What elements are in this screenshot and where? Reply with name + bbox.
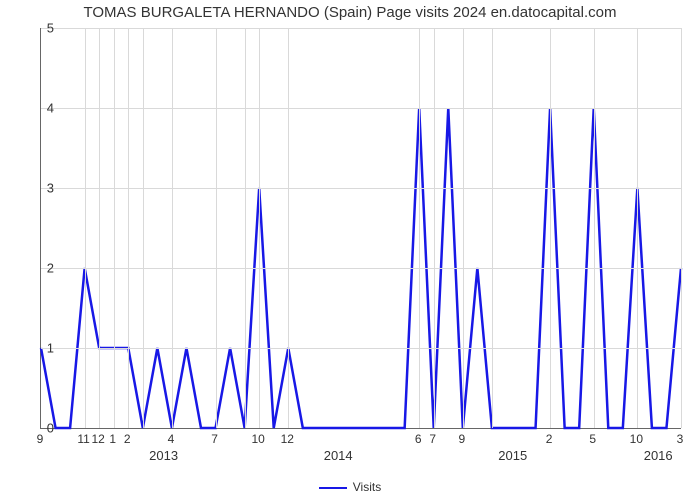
xtick-label: 12 bbox=[91, 432, 104, 446]
year-label: 2014 bbox=[324, 448, 353, 463]
xtick-label: 9 bbox=[458, 432, 465, 446]
xtick-label: 3 bbox=[677, 432, 684, 446]
xtick-label: 7 bbox=[211, 432, 218, 446]
year-label: 2013 bbox=[149, 448, 178, 463]
xtick-label: 2 bbox=[124, 432, 131, 446]
ytick-label: 1 bbox=[24, 341, 54, 356]
xtick-label: 5 bbox=[589, 432, 596, 446]
ytick-label: 3 bbox=[24, 181, 54, 196]
gridline-v bbox=[216, 28, 217, 428]
gridline-v bbox=[419, 28, 420, 428]
xtick-label: 7 bbox=[429, 432, 436, 446]
xtick-label: 2 bbox=[546, 432, 553, 446]
xtick-label: 12 bbox=[281, 432, 294, 446]
gridline-v bbox=[492, 28, 493, 428]
gridline-v bbox=[259, 28, 260, 428]
gridline-v bbox=[85, 28, 86, 428]
gridline-v bbox=[637, 28, 638, 428]
year-label: 2016 bbox=[644, 448, 673, 463]
gridline-h bbox=[41, 108, 681, 109]
xtick-label: 10 bbox=[630, 432, 643, 446]
gridline-v bbox=[681, 28, 682, 428]
xtick-label: 11 bbox=[77, 432, 89, 446]
chart-title: TOMAS BURGALETA HERNANDO (Spain) Page vi… bbox=[0, 4, 700, 21]
gridline-v bbox=[550, 28, 551, 428]
xtick-label: 6 bbox=[415, 432, 422, 446]
gridline-v bbox=[99, 28, 100, 428]
xtick-label: 9 bbox=[37, 432, 44, 446]
gridline-v bbox=[172, 28, 173, 428]
gridline-v bbox=[114, 28, 115, 428]
legend-label: Visits bbox=[353, 480, 381, 494]
xtick-label: 1 bbox=[109, 432, 116, 446]
gridline-v bbox=[594, 28, 595, 428]
year-label: 2015 bbox=[498, 448, 527, 463]
line-series bbox=[41, 28, 681, 428]
gridline-v bbox=[128, 28, 129, 428]
legend-swatch bbox=[319, 487, 347, 489]
gridline-h bbox=[41, 28, 681, 29]
gridline-v bbox=[434, 28, 435, 428]
gridline-h bbox=[41, 348, 681, 349]
ytick-label: 2 bbox=[24, 261, 54, 276]
gridline-v bbox=[463, 28, 464, 428]
gridline-v bbox=[288, 28, 289, 428]
plot-area bbox=[40, 28, 681, 429]
gridline-h bbox=[41, 188, 681, 189]
xtick-label: 10 bbox=[251, 432, 264, 446]
gridline-h bbox=[41, 268, 681, 269]
gridline-v bbox=[245, 28, 246, 428]
ytick-label: 5 bbox=[24, 21, 54, 36]
ytick-label: 4 bbox=[24, 101, 54, 116]
gridline-v bbox=[143, 28, 144, 428]
xtick-label: 4 bbox=[168, 432, 175, 446]
legend: Visits bbox=[0, 480, 700, 494]
